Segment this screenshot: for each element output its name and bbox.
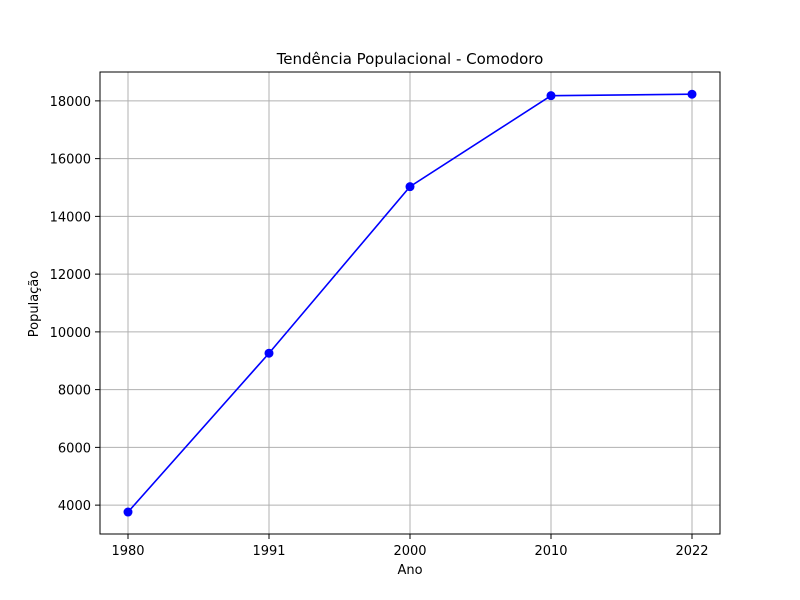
y-tick-label: 18000 [50,95,91,110]
y-tick-label: 14000 [50,210,91,225]
x-tick-label: 2010 [534,544,567,559]
y-axis-label: População [27,271,42,338]
y-tick-label: 8000 [58,384,91,399]
chart-title: Tendência Populacional - Comodoro [276,50,544,68]
x-tick-label: 1991 [252,544,285,559]
y-tick-label: 4000 [58,499,91,514]
y-tick-label: 6000 [58,441,91,456]
series-layer [123,89,697,517]
x-tick-label: 2022 [675,544,708,559]
x-axis-ticks: 1980 1991 2000 2010 2022 [111,534,709,559]
data-point [687,89,697,99]
y-tick-label: 16000 [50,153,91,168]
x-tick-label: 2000 [393,544,426,559]
data-point [405,182,415,192]
x-tick-label: 1980 [111,544,144,559]
data-point [123,507,133,517]
x-axis-label: Ano [397,563,422,578]
y-axis-ticks: 4000 6000 8000 10000 12000 14000 16000 18000 [50,95,100,514]
y-tick-label: 10000 [50,326,91,341]
data-point [546,91,556,101]
grid-lines [100,72,720,534]
data-point [264,348,274,358]
y-tick-label: 12000 [50,268,91,283]
